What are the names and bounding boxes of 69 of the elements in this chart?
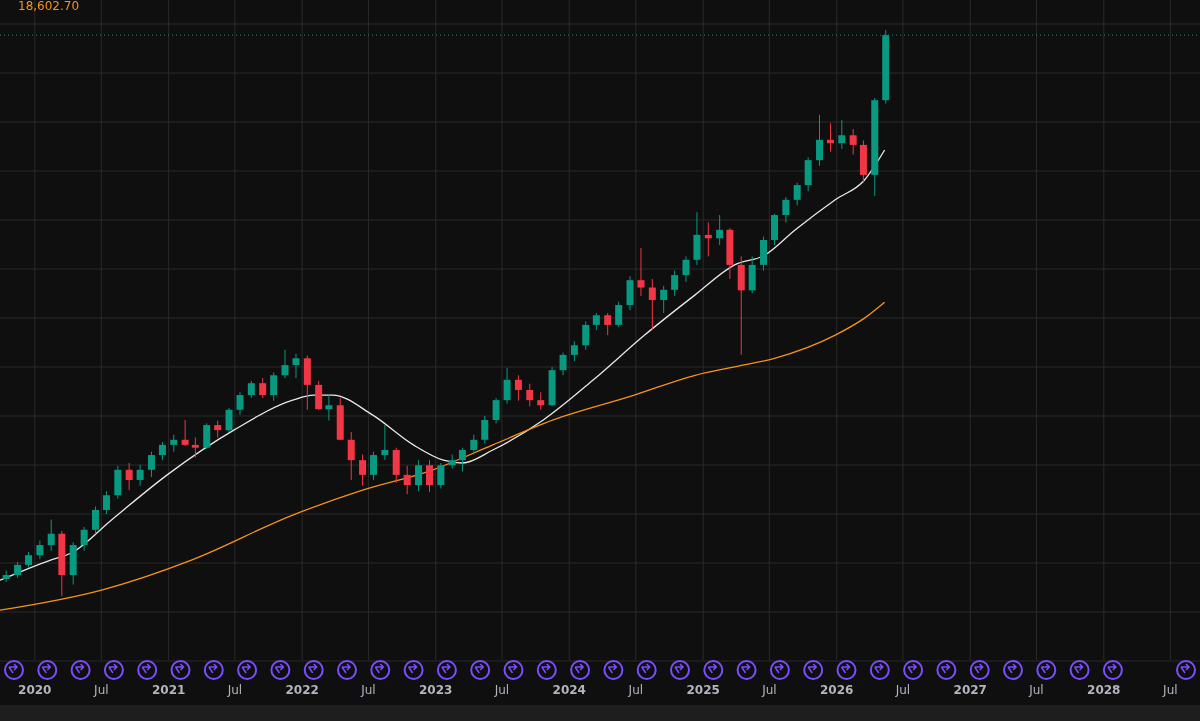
candlestick [559,352,567,376]
candlestick [782,196,790,223]
candlestick [582,320,590,351]
candlestick [236,391,244,416]
candlestick [415,459,423,492]
candlestick [426,459,434,493]
x-tick-label: 2021 [151,683,186,697]
candlestick [403,465,411,495]
x-tick-label: Jul [93,683,109,697]
candlestick [80,526,88,552]
x-tick-label: Jul [894,683,911,697]
candlestick [347,431,355,481]
candlestick [481,415,489,444]
candlestick [604,312,612,336]
candlestick [136,464,144,487]
x-tick-label: 2025 [686,683,720,697]
candlestick [458,447,466,472]
x-tick-label: Jul [226,683,243,697]
candlestick [381,424,389,461]
text: 18,602.70 [18,0,80,13]
candlestick [191,437,199,458]
candlestick [615,301,623,328]
candlestick [671,270,679,297]
x-tick-label: Jul [627,683,644,697]
candlestick [259,377,267,399]
candlestick [158,441,166,461]
x-tick-label: 2026 [820,683,854,697]
x-tick-label: Jul [493,683,510,697]
candlestick [292,353,300,379]
candlestick [503,367,511,405]
candlestick [203,422,211,450]
candlestick [526,383,534,407]
x-tick-label: Jul [1028,683,1044,697]
candlestick [492,397,500,424]
candlestick [281,349,289,379]
x-tick-label: 2024 [552,683,586,697]
candlestick [849,128,857,156]
candlestick [325,394,333,422]
candlestick [125,462,133,491]
x-tick-label: 2022 [285,683,319,697]
candlestick [47,519,55,552]
x-tick-label: Jul [360,683,376,697]
x-tick-label: 2020 [18,683,52,697]
candlestick [816,114,824,167]
candlestick [637,247,645,297]
candlestick [147,451,155,478]
x-tick-label: 2023 [419,683,453,697]
candlestick [36,540,44,560]
x-tick-label: 2028 [1087,683,1121,697]
candlestick [437,462,445,489]
candlestick [660,285,668,314]
candlestick [716,214,724,246]
candlestick [793,182,801,206]
candlestick [514,374,522,402]
candlestick [682,255,690,283]
x-tick-label: 2027 [953,683,987,697]
candlestick [102,490,110,515]
candlestick [838,119,846,150]
x-tick-label: Jul [761,683,777,697]
candlestick [370,451,378,481]
x-tick-label: Jul [1162,683,1178,697]
candlestick [181,419,189,447]
candlestick [359,454,367,487]
candlestick [270,371,278,402]
candlestick [570,340,578,362]
candlestick [225,407,233,433]
candlestick [470,434,478,455]
candlestick [91,506,99,535]
candlestick [648,278,656,331]
